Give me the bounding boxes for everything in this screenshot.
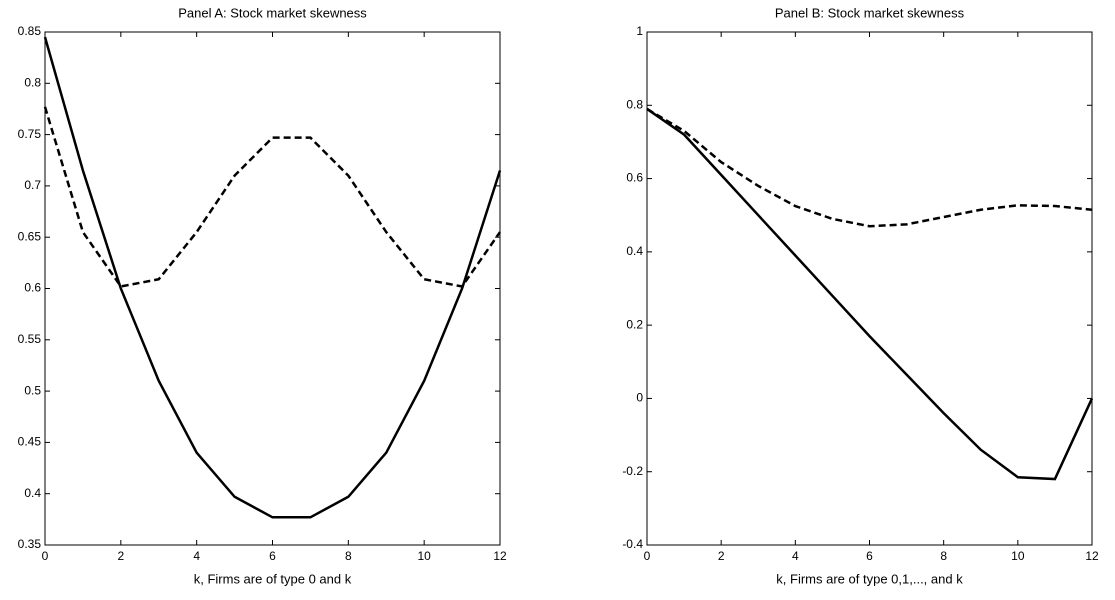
y-tick-label: 0.7 [24, 178, 41, 192]
y-tick-label: 0.35 [18, 537, 42, 551]
y-tick-label: 0.4 [24, 486, 41, 500]
x-axis-label: k, Firms are of type 0,1,..., and k [776, 571, 963, 586]
y-tick-label: 0.5 [24, 383, 41, 397]
data-line [43, 106, 502, 288]
y-tick-label: 0.75 [18, 127, 42, 141]
x-tick-label: 6 [269, 549, 276, 563]
y-tick-label: 0.6 [626, 171, 643, 185]
y-tick-label: 1 [636, 24, 643, 38]
chart-title: Panel B: Stock market skewness [775, 5, 965, 20]
y-tick-label: 0.4 [626, 244, 643, 258]
panel: Panel A: Stock market skewness k, Firms a… [18, 5, 507, 586]
y-tick-label: 0 [636, 391, 643, 405]
x-tick-label: 4 [193, 549, 200, 563]
x-tick-label: 8 [940, 549, 947, 563]
x-tick-label: 10 [1011, 549, 1025, 563]
y-tick-label: 0.2 [626, 317, 643, 331]
y-tick-label: 0.55 [18, 332, 42, 346]
x-tick-label: 6 [866, 549, 873, 563]
panel: Panel B: Stock market skewness k, Firms a… [622, 5, 1099, 586]
y-tick-label: 0.6 [24, 281, 41, 295]
y-tick-label: 0.85 [18, 24, 42, 38]
y-tick-label: 0.65 [18, 229, 42, 243]
data-line [646, 107, 1094, 481]
plot-frame [646, 31, 1093, 546]
data-line [646, 107, 1093, 228]
data-line [43, 36, 502, 519]
x-tick-label: 10 [417, 549, 431, 563]
y-tick-label: 0.45 [18, 435, 42, 449]
x-tick-label: 2 [117, 549, 124, 563]
x-tick-label: 12 [1085, 549, 1099, 563]
x-tick-label: 4 [792, 549, 799, 563]
y-tick-label: -0.2 [622, 464, 643, 478]
x-axis-label: k, Firms are of type 0 and k [194, 571, 352, 586]
chart-title: Panel A: Stock market skewness [178, 5, 367, 20]
x-tick-label: 0 [644, 549, 651, 563]
plot-frame [44, 31, 501, 546]
x-tick-label: 2 [718, 549, 725, 563]
x-tick-label: 12 [493, 549, 507, 563]
y-tick-label: 0.8 [626, 97, 643, 111]
y-tick-label: 0.8 [24, 75, 41, 89]
x-tick-label: 8 [345, 549, 352, 563]
x-tick-label: 0 [42, 549, 49, 563]
y-tick-label: -0.4 [622, 537, 643, 551]
